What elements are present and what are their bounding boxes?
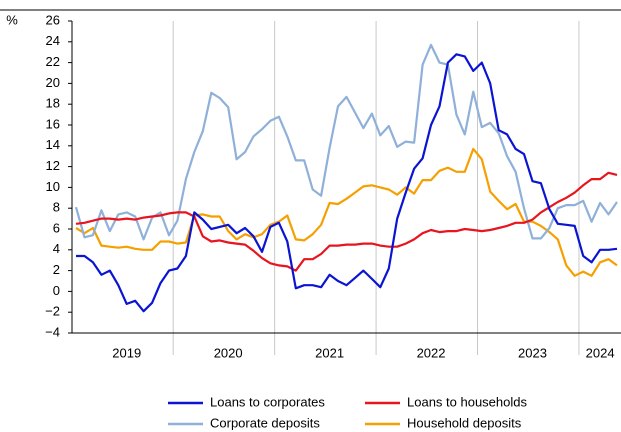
legend-label: Loans to households — [407, 394, 527, 409]
y-tick-label: 8 — [53, 200, 60, 215]
x-tick-label: 2020 — [214, 345, 243, 360]
y-tick-label: 6 — [53, 220, 60, 235]
y-tick-label: 4 — [53, 241, 60, 256]
y-tick-label: 24 — [46, 33, 60, 48]
series-line — [75, 171, 618, 272]
x-tick-label: 2022 — [417, 345, 446, 360]
x-tick-label: 2023 — [518, 345, 547, 360]
y-tick-label: 26 — [46, 12, 60, 27]
y-tick-label: 2 — [53, 262, 60, 277]
y-tick-label: 18 — [46, 96, 60, 111]
series-line — [75, 147, 618, 277]
y-tick-label: 10 — [46, 179, 60, 194]
x-tick-label: 2021 — [315, 345, 344, 360]
legend-label: Corporate deposits — [210, 415, 320, 430]
y-tick-label: 22 — [46, 54, 60, 69]
legend-label: Loans to corporates — [210, 394, 325, 409]
x-tick-label: 2019 — [112, 345, 141, 360]
legend-label: Household deposits — [407, 415, 522, 430]
y-tick-label: 16 — [46, 116, 60, 131]
y-tick-label: 14 — [46, 137, 60, 152]
series-line — [74, 43, 618, 241]
y-unit: % — [6, 12, 18, 27]
x-tick-label: 2024 — [586, 345, 615, 360]
y-tick-label: 20 — [46, 75, 60, 90]
y-tick-label: 12 — [46, 158, 60, 173]
series-line — [76, 53, 618, 313]
y-tick-label: 0 — [53, 283, 60, 298]
y-tick-label: −2 — [45, 304, 60, 319]
y-tick-label: −4 — [45, 324, 60, 339]
